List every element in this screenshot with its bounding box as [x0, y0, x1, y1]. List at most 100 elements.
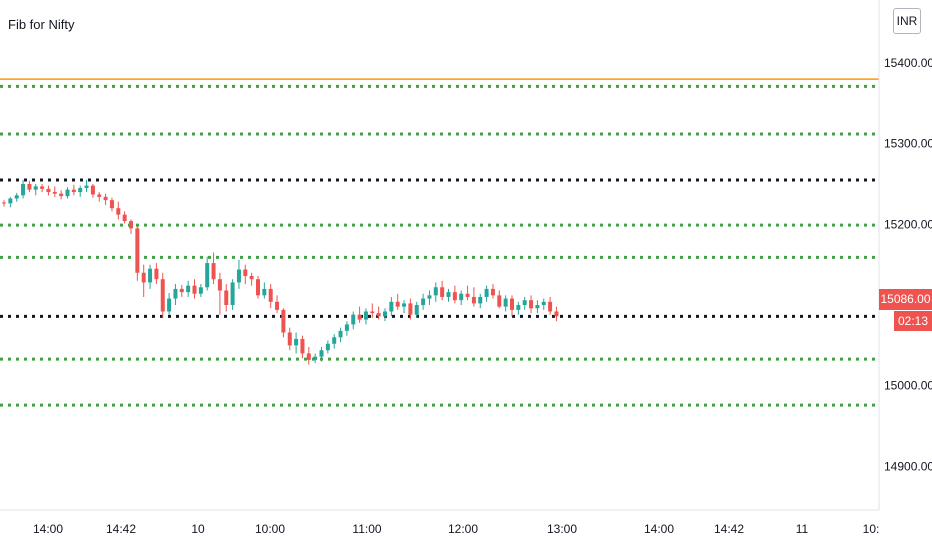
- candle: [306, 346, 311, 365]
- y-tick-label: 15300.00: [884, 137, 932, 151]
- candle: [535, 300, 540, 314]
- chart-title: Fib for Nifty: [8, 17, 75, 32]
- candle: [522, 296, 527, 310]
- candle: [109, 197, 114, 212]
- candle: [84, 179, 89, 193]
- candle: [433, 282, 438, 302]
- last-price-tag: 15086.00: [879, 289, 932, 311]
- x-tick-label: 11: [796, 522, 809, 536]
- candle: [459, 290, 464, 306]
- candle: [141, 264, 146, 297]
- x-tick-label: 13:00: [547, 522, 577, 536]
- candle: [148, 264, 153, 289]
- y-tick-label: 15000.00: [884, 379, 932, 393]
- y-tick-label: 15200.00: [884, 217, 932, 231]
- candle: [383, 308, 387, 322]
- candle: [59, 190, 64, 200]
- candle: [344, 321, 349, 336]
- candle: [103, 193, 108, 205]
- candle: [224, 284, 229, 312]
- candle: [186, 280, 191, 297]
- candle: [27, 180, 32, 193]
- candle: [2, 200, 6, 207]
- candle: [90, 183, 95, 198]
- x-tick-label: 12:00: [448, 522, 478, 536]
- candle: [510, 295, 514, 317]
- candle: [135, 225, 140, 281]
- candle: [78, 185, 83, 197]
- x-tick-label: 14:00: [33, 522, 63, 536]
- candle: [389, 296, 394, 317]
- candle: [281, 308, 286, 338]
- candle: [338, 327, 343, 343]
- candle: [8, 196, 13, 208]
- currency-badge[interactable]: INR: [893, 8, 921, 34]
- candle: [548, 296, 553, 315]
- candle: [465, 285, 470, 301]
- candle: [490, 284, 495, 299]
- candle: [503, 295, 508, 312]
- candle: [21, 179, 26, 199]
- candles: [2, 179, 559, 365]
- candle: [65, 187, 70, 199]
- candle: [243, 264, 248, 285]
- candle: [211, 252, 216, 285]
- y-tick-label: 14900.00: [884, 459, 932, 473]
- candle: [541, 298, 546, 310]
- candle: [478, 293, 483, 309]
- time-axis[interactable]: 14:00 14:42 10 10:00 11:00 12:00 13:00 14:00 14:…: [33, 522, 879, 536]
- candle: [554, 306, 559, 322]
- x-tick-label: 14:42: [714, 522, 744, 536]
- x-tick-label: 10: [191, 522, 205, 536]
- candle: [414, 301, 419, 318]
- candle: [52, 186, 57, 197]
- candle: [14, 192, 19, 202]
- candle: [402, 300, 407, 314]
- candle: [427, 290, 432, 306]
- x-tick-label: 14:00: [644, 522, 674, 536]
- candle: [452, 285, 457, 304]
- candle: [446, 288, 451, 302]
- bar-countdown-tag: 02:13: [894, 311, 932, 332]
- candle: [122, 211, 127, 224]
- candle: [529, 295, 534, 314]
- candle: [357, 306, 362, 323]
- candle: [167, 292, 172, 315]
- candle: [300, 335, 305, 359]
- candle: [440, 280, 445, 301]
- candle: [205, 256, 210, 291]
- candle: [497, 290, 502, 309]
- candle: [471, 287, 476, 307]
- candle: [71, 184, 76, 196]
- candle: [40, 183, 45, 193]
- candle: [376, 306, 381, 320]
- candle: [236, 259, 241, 289]
- candle: [268, 284, 273, 309]
- y-tick-label: 15400.00: [884, 56, 932, 70]
- candle: [287, 327, 292, 351]
- candle: [262, 282, 267, 299]
- candle: [46, 185, 51, 196]
- x-tick-label: 10:: [863, 522, 880, 536]
- candle: [179, 284, 184, 297]
- candle: [173, 284, 178, 306]
- candle: [319, 346, 324, 362]
- x-tick-label: 11:00: [352, 522, 381, 536]
- candle: [160, 272, 165, 318]
- candle: [363, 308, 368, 325]
- candle: [97, 192, 102, 202]
- price-axis[interactable]: 14900.0015000.0015100.0015200.0015300.00…: [884, 56, 932, 473]
- candle: [395, 293, 400, 310]
- candle: [129, 219, 133, 235]
- candle: [370, 303, 375, 318]
- candle: [249, 272, 254, 286]
- fib-levels: [0, 78, 879, 407]
- x-tick-label: 10:00: [255, 522, 285, 536]
- candle: [217, 272, 222, 315]
- candle: [116, 201, 121, 220]
- candle: [230, 279, 235, 310]
- candle: [408, 298, 413, 320]
- candle: [325, 340, 330, 354]
- candle: [192, 279, 197, 299]
